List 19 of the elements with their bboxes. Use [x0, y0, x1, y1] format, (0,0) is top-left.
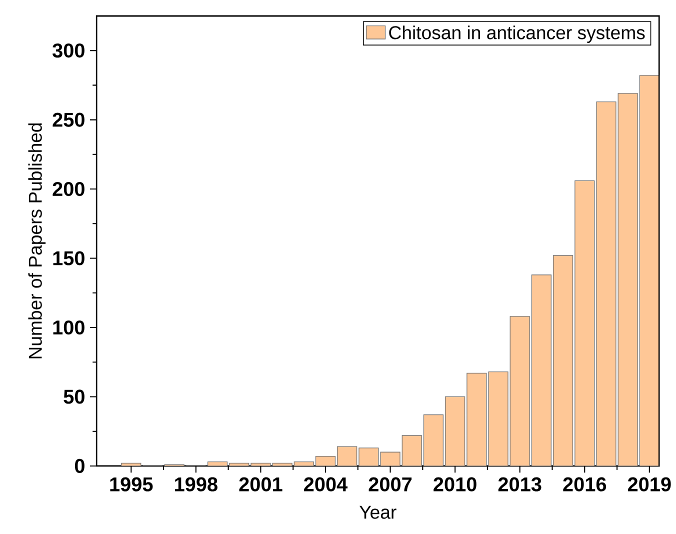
x-tick-label: 1998 [175, 477, 218, 492]
y-tick-label: 100 [53, 320, 84, 335]
y-tick-label: 300 [52, 44, 84, 58]
y-tick-label: 0 [74, 459, 84, 474]
y-tick-label: 250 [52, 112, 84, 127]
legend-label: Chitosan in anticancer systems [389, 26, 645, 44]
x-tick-label: 2013 [498, 477, 542, 492]
y-axis-title: Number of Papers Published [28, 124, 46, 358]
x-tick-label: 2019 [628, 477, 671, 492]
x-tick-label: 2010 [434, 477, 476, 492]
x-tick-label: 2016 [563, 477, 606, 492]
y-tick-label: 50 [64, 390, 84, 404]
x-tick-label: 2007 [368, 477, 412, 492]
x-tick-label: 2004 [304, 477, 348, 492]
x-tick-label: 2001 [239, 477, 282, 492]
y-tick-label: 200 [52, 182, 84, 196]
y-tick-label: 150 [53, 251, 84, 266]
x-tick-label: 1995 [110, 477, 153, 492]
x-axis-title: Year [360, 506, 396, 519]
